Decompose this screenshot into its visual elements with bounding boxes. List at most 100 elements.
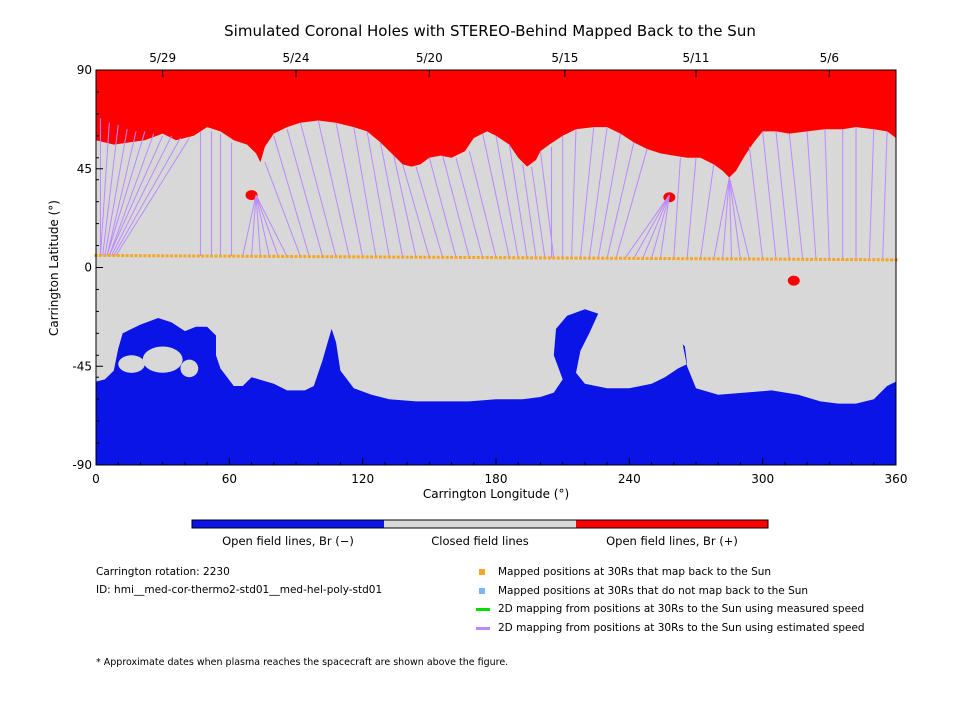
mapped-position — [592, 256, 596, 260]
mapping-line — [606, 142, 635, 259]
mapping-line — [699, 164, 715, 259]
mapped-position — [574, 256, 578, 260]
mapped-position — [570, 256, 574, 260]
mapped-position — [147, 254, 151, 258]
mapping-line — [366, 131, 390, 258]
mapped-position — [130, 254, 134, 258]
mapping-line — [633, 194, 670, 259]
mapped-position — [578, 256, 582, 260]
mapped-position — [774, 257, 778, 261]
mapping-line — [651, 194, 670, 259]
mapped-position — [490, 256, 494, 260]
mapping-line — [255, 195, 261, 257]
mapped-position — [476, 256, 480, 260]
mapped-position — [254, 254, 258, 258]
legend-marker-square — [479, 569, 485, 575]
mapped-position — [450, 255, 454, 259]
mapped-position — [143, 254, 147, 258]
mapped-position — [107, 254, 111, 258]
mapped-position — [845, 258, 849, 262]
mapped-position — [836, 258, 840, 262]
mapped-position — [134, 254, 138, 258]
mapped-position — [623, 256, 627, 260]
mapping-line — [113, 137, 181, 256]
mapped-position — [472, 256, 476, 260]
mapped-position — [138, 254, 142, 258]
mapped-position — [618, 256, 622, 260]
mapping-line — [571, 129, 577, 259]
mapped-position — [352, 255, 356, 259]
mapped-position — [378, 255, 382, 259]
mapping-line — [579, 127, 595, 259]
mapped-position — [601, 256, 605, 260]
mapped-position — [507, 256, 511, 260]
mapping-line — [728, 177, 741, 260]
mapped-position — [858, 258, 862, 262]
mapped-position — [303, 255, 307, 259]
mapping-line — [588, 126, 608, 259]
mapped-position — [356, 255, 360, 259]
mapped-position — [436, 255, 440, 259]
mapped-position — [392, 255, 396, 259]
mapped-position — [605, 256, 609, 260]
mapped-position — [658, 257, 662, 261]
mapped-position — [534, 256, 538, 260]
legend-label: Mapped positions at 30Rs that map back t… — [498, 566, 772, 578]
mapped-position — [170, 254, 174, 258]
legend-marker-line — [476, 626, 490, 630]
mapping-line — [615, 148, 648, 259]
mapped-position — [112, 254, 116, 258]
mapped-position — [312, 255, 316, 259]
mapping-line — [402, 164, 430, 258]
x-tick-label: 180 — [485, 472, 508, 486]
mapping-line — [299, 122, 337, 257]
mapping-line — [713, 177, 730, 259]
legend-marker-square — [479, 587, 485, 594]
mapping-line — [428, 157, 457, 258]
mapped-position — [610, 256, 614, 260]
mapped-position — [676, 257, 680, 261]
mapping-line — [106, 131, 137, 256]
mapped-position — [885, 258, 889, 262]
mapped-position — [650, 256, 654, 260]
mapped-position — [770, 257, 774, 261]
mapped-position — [498, 256, 502, 260]
mapping-line — [673, 157, 681, 259]
x-axis-label: Carrington Longitude (°) — [423, 487, 569, 501]
mapped-position — [614, 256, 618, 260]
mapping-line — [522, 164, 537, 258]
mapped-position — [485, 256, 489, 260]
mapped-position — [258, 254, 262, 258]
mapped-position — [632, 256, 636, 260]
mapped-position — [827, 257, 831, 261]
mapped-position — [525, 256, 529, 260]
mapped-position — [738, 257, 742, 261]
mapped-position — [863, 258, 867, 262]
mapped-position — [374, 255, 378, 259]
mapped-position — [690, 257, 694, 261]
mapped-position — [796, 257, 800, 261]
mapped-position — [205, 254, 209, 258]
mapped-position — [334, 255, 338, 259]
mapped-position — [307, 255, 311, 259]
mapped-position — [832, 257, 836, 261]
mapped-position — [214, 254, 218, 258]
mapped-position — [441, 255, 445, 259]
mapped-position — [192, 254, 196, 258]
mapped-position — [458, 255, 462, 259]
x-tick-label: 60 — [222, 472, 237, 486]
mapped-position — [521, 256, 525, 260]
mapped-position — [183, 254, 187, 258]
mapped-position — [512, 256, 516, 260]
mapped-position — [321, 255, 325, 259]
mapped-position — [752, 257, 756, 261]
mapped-position — [201, 254, 205, 258]
mapped-position — [778, 257, 782, 261]
mapping-line — [748, 146, 764, 260]
y-tick-label: -90 — [72, 458, 92, 472]
mapped-position — [347, 255, 351, 259]
closed-field-island — [180, 359, 199, 378]
mapping-line — [788, 133, 804, 260]
mapped-position — [418, 255, 422, 259]
mapped-position — [187, 254, 191, 258]
